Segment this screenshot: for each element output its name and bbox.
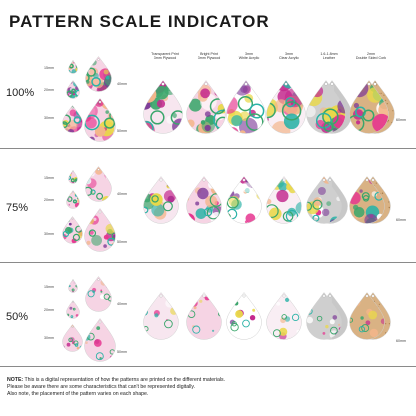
note-line-2: Please be aware there are some character… (7, 384, 196, 390)
size-label-15mm: 15mm (44, 285, 54, 289)
section-divider (0, 148, 416, 149)
size-label-15mm: 15mm (44, 66, 54, 70)
note-line-3: Also note, the placement of the pattern … (7, 391, 149, 397)
scale-label: 100% (6, 87, 35, 99)
size-label-60mm: 60mm (396, 118, 406, 122)
size-label-30mm: 30mm (44, 116, 54, 120)
note-label: NOTE: (7, 377, 24, 383)
size-label-40mm: 40mm (117, 302, 127, 306)
disclaimer-note: NOTE: This is a digital representation o… (7, 377, 411, 398)
size-label-30mm: 30mm (44, 232, 54, 236)
section-divider (0, 262, 416, 263)
teardrop-earring-swatch (62, 105, 83, 133)
size-label-40mm: 40mm (117, 82, 127, 86)
column-header-cork: 2mm Double Sided Cork (355, 52, 387, 61)
teardrop-earring-swatch (143, 292, 179, 340)
size-label-15mm: 15mm (44, 176, 54, 180)
teardrop-earring-swatch (266, 176, 302, 224)
material-column-headers: Transparent Print 3mm Plywood Bright Pri… (0, 52, 416, 68)
teardrop-earring-swatch (84, 208, 116, 252)
note-line-1: This is a digital representation of how … (23, 377, 226, 383)
column-header-clear-acrylic: 3mm Clear Acrylic (279, 52, 299, 61)
teardrop-earring-swatch (349, 176, 385, 224)
size-label-60mm: 60mm (396, 339, 406, 343)
teardrop-earring-swatch (266, 292, 302, 340)
teardrop-earring-swatch (349, 292, 385, 340)
scale-section-75: 75% 15mm 20mm 30mm 40mm 50mm 60mm (0, 150, 416, 264)
teardrop-earring-swatch (85, 166, 112, 202)
teardrop-earring-swatch (66, 80, 80, 99)
size-label-50mm: 50mm (117, 240, 127, 244)
teardrop-earring-swatch (68, 60, 78, 74)
teardrop-earring-swatch (266, 80, 306, 134)
teardrop-earring-swatch (226, 80, 266, 134)
teardrop-earring-swatch (62, 216, 83, 244)
teardrop-earring-swatch (84, 318, 116, 362)
page-title: PATTERN SCALE INDICATOR (9, 12, 270, 31)
teardrop-earring-swatch (306, 80, 346, 134)
teardrop-earring-swatch (306, 176, 342, 224)
teardrop-earring-swatch (68, 170, 78, 184)
scale-label: 75% (6, 202, 29, 214)
teardrop-earring-swatch (186, 292, 222, 340)
section-divider (0, 366, 416, 367)
size-label-50mm: 50mm (117, 129, 127, 133)
teardrop-earring-swatch (143, 80, 183, 134)
teardrop-earring-swatch (85, 276, 112, 312)
teardrop-earring-swatch (306, 292, 342, 340)
teardrop-earring-swatch (186, 80, 226, 134)
teardrop-earring-swatch (226, 292, 262, 340)
scale-section-50: 50% 15mm 20mm 30mm 40mm 50mm 60mm (0, 264, 416, 378)
teardrop-earring-swatch (85, 56, 112, 92)
teardrop-earring-swatch (66, 300, 80, 319)
teardrop-earring-swatch (84, 98, 116, 142)
teardrop-earring-swatch (143, 176, 179, 224)
teardrop-earring-swatch (66, 190, 80, 209)
teardrop-earring-swatch (226, 176, 262, 224)
teardrop-earring-swatch (186, 176, 222, 224)
column-header-bright-plywood: Bright Print 3mm Plywood (197, 52, 221, 61)
column-header-transparent-plywood: Transparent Print 3mm Plywood (151, 52, 179, 61)
size-label-20mm: 20mm (44, 88, 54, 92)
teardrop-earring-swatch (349, 80, 389, 134)
size-label-20mm: 20mm (44, 198, 54, 202)
size-label-40mm: 40mm (117, 192, 127, 196)
teardrop-earring-swatch (68, 279, 78, 293)
column-header-white-acrylic: 3mm White Acrylic (238, 52, 260, 61)
column-header-leather: 1.6-1.8mm Leather (320, 52, 338, 61)
size-label-50mm: 50mm (117, 350, 127, 354)
teardrop-earring-swatch (62, 324, 83, 352)
size-label-20mm: 20mm (44, 308, 54, 312)
scale-section-100: 100% 15mm 20mm 30mm 40mm 50mm 60mm (0, 50, 416, 164)
size-label-60mm: 60mm (396, 218, 406, 222)
size-label-30mm: 30mm (44, 336, 54, 340)
scale-label: 50% (6, 311, 29, 323)
